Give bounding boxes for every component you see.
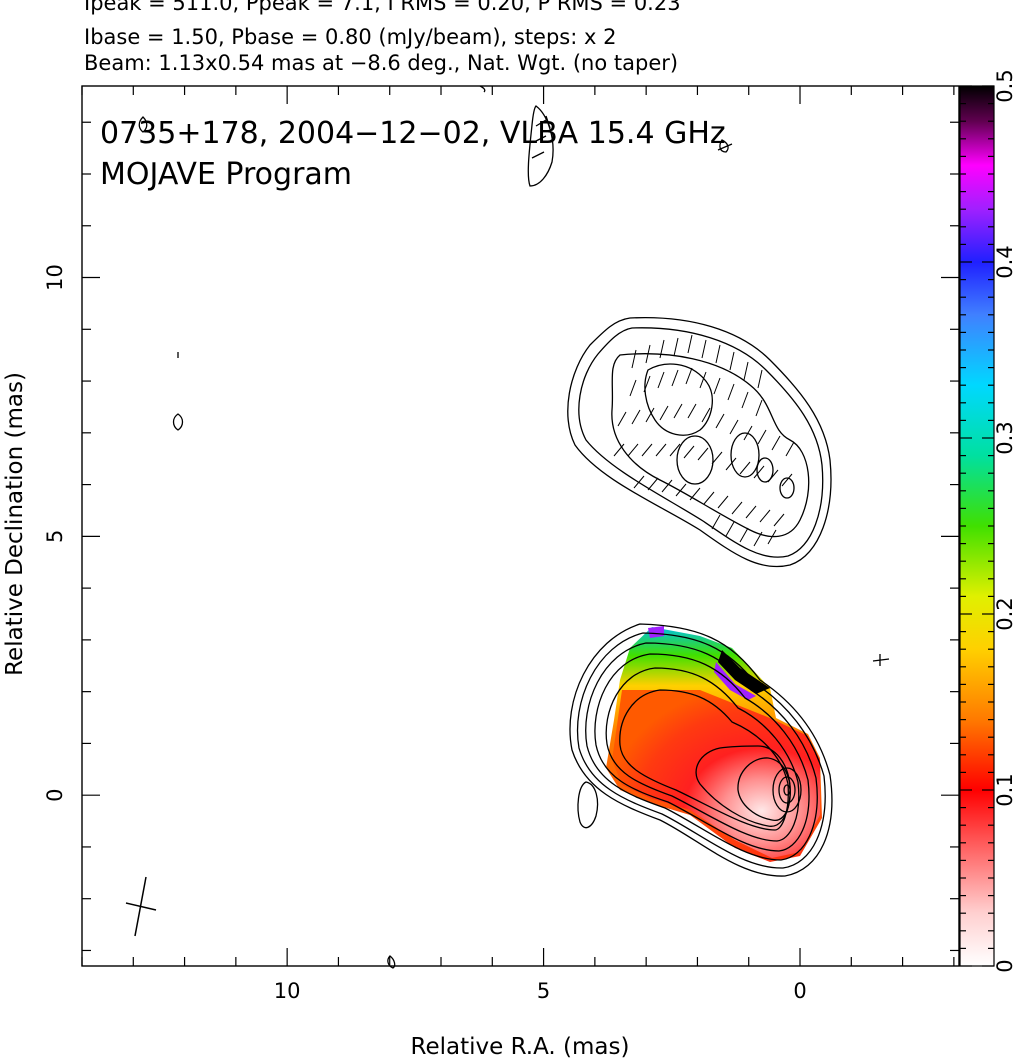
x-tick-label: 5 bbox=[537, 979, 550, 1003]
colorbar-tick-label: 0.3 bbox=[993, 421, 1017, 454]
noise-contour bbox=[717, 139, 733, 153]
contour-level bbox=[576, 632, 826, 869]
evpa-tick bbox=[711, 514, 777, 547]
colorbar-tick-labels: 0 0.1 0.2 0.3 0.4 0.5 bbox=[993, 69, 1017, 972]
header-line-3: Beam: 1.13x0.54 mas at −8.6 deg., Nat. W… bbox=[84, 51, 679, 75]
contour-level bbox=[737, 757, 791, 822]
total-intensity-contours bbox=[569, 623, 833, 877]
noise-contour bbox=[172, 413, 184, 431]
polarization-core-region bbox=[612, 690, 820, 858]
evpa-tick bbox=[633, 475, 785, 527]
x-tick-label: 10 bbox=[274, 979, 301, 1003]
y-tick-label: 10 bbox=[43, 264, 67, 291]
contour-level bbox=[578, 327, 824, 558]
plot-title-line-1: 0735+178, 2004−12−02, VLBA 15.4 GHz bbox=[100, 116, 726, 151]
colorbar-tick-label: 0.5 bbox=[993, 69, 1017, 102]
y-axis-title: Relative Declination (mas) bbox=[2, 372, 28, 676]
contour-level bbox=[756, 457, 774, 483]
contour-level bbox=[778, 776, 796, 804]
contour-level bbox=[779, 477, 795, 499]
evpa-tick bbox=[617, 403, 795, 457]
noise-contour bbox=[531, 115, 551, 159]
x-axis-ticks bbox=[81, 86, 955, 966]
y-axis-tick-labels: 0 5 10 bbox=[43, 264, 67, 802]
noise-contour bbox=[138, 116, 148, 133]
y-tick-label: 0 bbox=[43, 788, 67, 801]
contour-level bbox=[676, 435, 714, 485]
header-line-1: Ipeak = 511.0, Ppeak = 7.1, I RMS = 0.20… bbox=[84, 0, 681, 15]
evpa-tick bbox=[613, 443, 793, 487]
x-tick-label: 0 bbox=[793, 979, 806, 1003]
beam-minor-axis bbox=[125, 902, 157, 911]
contour-level bbox=[569, 623, 833, 877]
contour-level bbox=[783, 784, 791, 796]
colorbar: 0 0.1 0.2 0.3 0.4 0.5 bbox=[959, 69, 1017, 973]
polarization-spot bbox=[872, 654, 890, 666]
violet-edge-pixels bbox=[648, 626, 664, 638]
high-fraction-edge bbox=[718, 650, 770, 694]
contour-level bbox=[577, 781, 599, 829]
evpa-tick bbox=[629, 367, 763, 417]
contour-level bbox=[611, 353, 810, 538]
noise-contour bbox=[387, 955, 396, 969]
colorbar-tick-label: 0 bbox=[993, 959, 1017, 972]
contour-level bbox=[585, 642, 818, 861]
colorbar-tick-label: 0.4 bbox=[993, 245, 1017, 278]
beam-cross bbox=[125, 876, 157, 937]
colorbar-tick-label: 0.1 bbox=[993, 773, 1017, 806]
plot-title-line-2: MOJAVE Program bbox=[100, 157, 352, 192]
contour-level bbox=[772, 767, 802, 813]
upper-component-contours bbox=[567, 316, 832, 568]
y-axis-ticks bbox=[82, 121, 959, 952]
x-axis-tick-labels: 10 5 0 bbox=[274, 979, 807, 1003]
colorbar-tick-label: 0.2 bbox=[993, 597, 1017, 630]
noise-contour bbox=[479, 85, 486, 93]
header-line-2: Ibase = 1.50, Pbase = 0.80 (mJy/beam), s… bbox=[84, 25, 617, 49]
contour-level bbox=[567, 316, 832, 568]
contour-level bbox=[644, 363, 713, 436]
plot-frame bbox=[81, 85, 960, 967]
evpa-tick bbox=[631, 334, 763, 389]
contour-level bbox=[605, 667, 800, 842]
colorbar-ticks bbox=[960, 85, 994, 967]
contour-level bbox=[730, 432, 760, 478]
contour-level bbox=[594, 653, 810, 852]
contour-level bbox=[619, 689, 789, 831]
violet-edge-pixels bbox=[714, 662, 756, 700]
y-tick-label: 5 bbox=[43, 530, 67, 543]
x-axis-title: Relative R.A. (mas) bbox=[411, 1034, 630, 1060]
noise-contour bbox=[527, 105, 554, 187]
evpa-vectors bbox=[613, 334, 795, 547]
